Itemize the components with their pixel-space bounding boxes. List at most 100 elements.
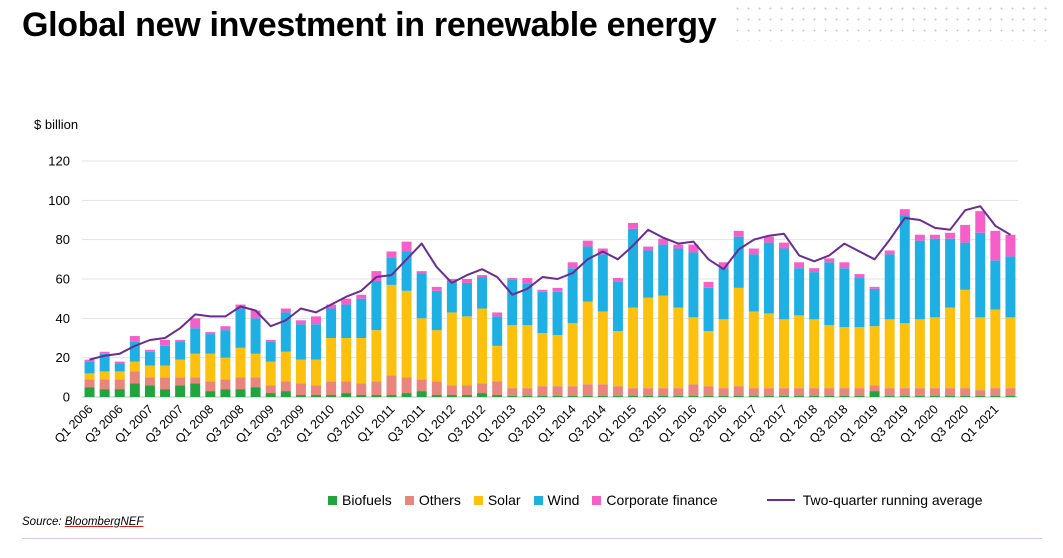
bar-stack (763, 236, 774, 397)
bar-segment-solar (567, 323, 578, 387)
bar-segment-others (854, 388, 865, 397)
bar-segment-corporate-finance (356, 294, 367, 299)
bar-segment-others (386, 375, 397, 396)
bar-segment-corporate-finance (446, 279, 457, 281)
bar-stack (794, 262, 805, 397)
bar-stack (869, 286, 880, 397)
bar-stack (295, 320, 306, 397)
bar-segment-biofuels (748, 396, 759, 397)
bar-segment-wind (899, 215, 910, 324)
bar-segment-corporate-finance (960, 224, 971, 243)
y-tick-label: 60 (56, 272, 70, 287)
bar-stack (461, 279, 472, 397)
bar-segment-others (431, 381, 442, 396)
legend-label-running-average: Two-quarter running average (802, 492, 983, 508)
bar-segment-solar (929, 317, 940, 389)
bar-segment-wind (129, 341, 140, 362)
bar-segment-others (643, 388, 654, 397)
bar-segment-solar (99, 371, 110, 380)
bar-stack (235, 304, 246, 397)
bar-segment-biofuels (537, 396, 548, 397)
bar-segment-wind (582, 246, 593, 302)
bar-segment-wind (235, 308, 246, 348)
bar-segment-corporate-finance (703, 281, 714, 288)
legend-item-wind: Wind (533, 492, 580, 508)
bar-segment-solar (899, 323, 910, 389)
y-axis-unit-label: $ billion (34, 117, 79, 132)
bar-segment-wind (311, 324, 321, 360)
bar-segment-corporate-finance (582, 240, 593, 247)
bar-segment-corporate-finance (537, 289, 548, 292)
bar-segment-biofuels (628, 396, 639, 397)
legend-swatch-others (404, 495, 414, 505)
bar-segment-biofuels (779, 396, 789, 397)
bar-stack (884, 250, 895, 397)
bar-stack (914, 234, 925, 397)
legend-label-wind: Wind (547, 492, 580, 508)
bar-segment-corporate-finance (84, 359, 95, 362)
bar-segment-corporate-finance (461, 279, 472, 283)
bar-segment-biofuels (597, 396, 608, 397)
legend-label-corporate-finance: Corporate finance (606, 492, 718, 508)
bar-segment-wind (809, 272, 820, 320)
bar-segment-corporate-finance (884, 250, 895, 255)
bar-segment-solar (175, 359, 186, 378)
bar-segment-wind (643, 250, 654, 298)
bar-segment-others (960, 388, 971, 397)
bar-segment-biofuels (416, 391, 427, 397)
bar-segment-solar (416, 318, 427, 380)
bar-segment-biofuels (582, 396, 593, 397)
bar-segment-wind (824, 262, 835, 326)
bar-segment-solar (461, 316, 472, 386)
bar-segment-biofuels (975, 396, 986, 397)
bar-segment-solar (371, 330, 382, 382)
bar-segment-biofuels (356, 395, 367, 397)
bar-segment-solar (311, 359, 321, 386)
bar-segment-others (522, 388, 533, 397)
bar-segment-wind (1005, 256, 1016, 318)
bar-segment-corporate-finance (899, 209, 910, 216)
bar-segment-solar (326, 338, 337, 382)
bar-segment-solar (824, 325, 835, 389)
bar-segment-wind (703, 287, 714, 332)
bar-stack (341, 298, 352, 397)
bar-segment-wind (250, 318, 261, 354)
bar-segment-wind (431, 290, 442, 331)
bar-stack (628, 222, 639, 397)
bar-segment-others (794, 388, 805, 397)
bar-segment-corporate-finance (1005, 234, 1016, 257)
bar-segment-solar (235, 347, 246, 378)
bar-segment-biofuels (688, 396, 699, 397)
bar-segment-biofuels (990, 396, 1001, 397)
bar-segment-others (990, 388, 1001, 397)
bar-segment-wind (748, 254, 759, 312)
bar-segment-wind (326, 308, 337, 338)
bar-stack (144, 349, 155, 397)
bar-segment-corporate-finance (220, 326, 231, 331)
bar-segment-biofuels (295, 395, 306, 397)
bar-stack (492, 312, 503, 397)
bar-segment-corporate-finance (477, 275, 488, 278)
y-tick-label: 100 (48, 193, 70, 208)
bar-segment-wind (492, 316, 503, 346)
bar-stack (205, 332, 216, 397)
bar-segment-solar (628, 307, 639, 389)
bar-segment-corporate-finance (175, 339, 186, 342)
bar-segment-wind (869, 288, 880, 327)
bar-segment-corporate-finance (658, 238, 669, 245)
bar-segment-biofuels (884, 396, 895, 397)
bar-segment-wind (522, 283, 533, 326)
bar-segment-corporate-finance (326, 304, 337, 309)
footer-divider (22, 538, 1042, 539)
bar-segment-solar (401, 290, 412, 378)
bar-segment-corporate-finance (567, 262, 578, 269)
bar-segment-biofuels (250, 387, 261, 397)
bar-segment-wind (371, 280, 382, 331)
bar-segment-others (99, 379, 110, 390)
bar-segment-biofuels (99, 389, 110, 397)
bar-stacks (84, 209, 1016, 397)
bar-segment-wind (990, 260, 1001, 310)
bar-segment-corporate-finance (854, 274, 865, 279)
bar-stack (779, 242, 789, 397)
bar-segment-biofuels (914, 396, 925, 397)
